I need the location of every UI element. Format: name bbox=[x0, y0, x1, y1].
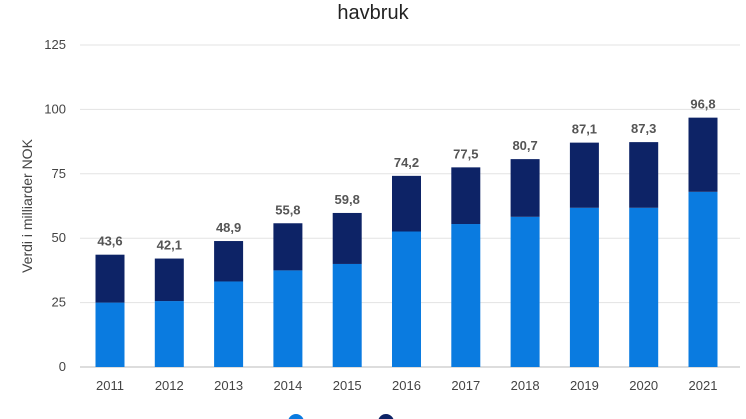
total-data-label: 96,8 bbox=[690, 97, 715, 112]
total-data-label: 48,9 bbox=[216, 220, 241, 235]
y-tick-label: 25 bbox=[52, 295, 66, 310]
x-tick-label: 2018 bbox=[511, 378, 540, 393]
total-data-label: 55,8 bbox=[275, 202, 300, 217]
bar-segment-upper bbox=[332, 212, 362, 264]
y-tick-label: 75 bbox=[52, 166, 66, 181]
total-data-label: 43,6 bbox=[97, 234, 122, 249]
total-data-label: 87,1 bbox=[572, 122, 597, 137]
y-tick-label: 100 bbox=[44, 101, 66, 116]
y-tick-label: 125 bbox=[44, 37, 66, 52]
bar-segment-lower bbox=[510, 216, 540, 367]
bar-segment-upper bbox=[273, 223, 303, 271]
x-tick-label: 2012 bbox=[155, 378, 184, 393]
total-data-label: 80,7 bbox=[512, 138, 537, 153]
legend-swatch bbox=[288, 414, 304, 419]
bar-segment-lower bbox=[154, 301, 184, 367]
total-data-label: 87,3 bbox=[631, 121, 656, 136]
bar-segment-upper bbox=[392, 175, 421, 232]
bar-segment-upper bbox=[154, 258, 184, 302]
x-tick-label: 2014 bbox=[273, 378, 302, 393]
x-tick-label: 2013 bbox=[214, 378, 243, 393]
bar-segment-upper bbox=[569, 142, 599, 208]
total-data-label: 42,1 bbox=[157, 238, 182, 253]
x-tick-label: 2017 bbox=[451, 378, 480, 393]
x-tick-label: 2011 bbox=[96, 378, 124, 393]
y-tick-label: 0 bbox=[59, 359, 66, 374]
bar-segment-lower bbox=[569, 207, 599, 367]
x-tick-label: 2019 bbox=[570, 378, 599, 393]
bar-segment-lower bbox=[688, 191, 718, 367]
x-tick-label: 2016 bbox=[392, 378, 421, 393]
y-axis-label: Verdi i milliarder NOK bbox=[19, 138, 35, 272]
x-tick-label: 2020 bbox=[629, 378, 658, 393]
bar-segment-upper bbox=[510, 159, 540, 217]
total-data-label: 59,8 bbox=[335, 192, 360, 207]
x-tick-label: 2021 bbox=[689, 378, 718, 393]
data-labels: 43,6 42,1 48,9 55,8 59,8 74,2 77,5 80,7 87,1 87,3… bbox=[97, 97, 715, 253]
bar-segment-upper bbox=[95, 254, 125, 303]
total-data-label: 74,2 bbox=[394, 155, 419, 170]
y-tick-label: 50 bbox=[52, 230, 66, 245]
bar-segment-lower bbox=[629, 207, 659, 367]
legend bbox=[288, 414, 394, 419]
axes: 0 25 50 75 100 125 Verdi i milliarder NOK 2011 2… bbox=[19, 37, 717, 393]
bar-segment-lower bbox=[332, 263, 362, 367]
bar-segment-lower bbox=[392, 231, 421, 367]
bar-segment-lower bbox=[214, 281, 244, 367]
bar-segment-upper bbox=[451, 167, 481, 225]
bar-segment-lower bbox=[95, 302, 125, 367]
chart-title: havbruk bbox=[337, 2, 409, 24]
bar-segment-upper bbox=[214, 241, 244, 282]
bar-segment-lower bbox=[451, 224, 481, 367]
bar-segment-lower bbox=[273, 270, 303, 367]
bar-segment-upper bbox=[629, 142, 659, 208]
bar-segment-upper bbox=[688, 117, 718, 192]
legend-swatch bbox=[378, 414, 394, 419]
bars bbox=[95, 117, 718, 367]
x-tick-label: 2015 bbox=[333, 378, 362, 393]
total-data-label: 77,5 bbox=[453, 146, 478, 161]
